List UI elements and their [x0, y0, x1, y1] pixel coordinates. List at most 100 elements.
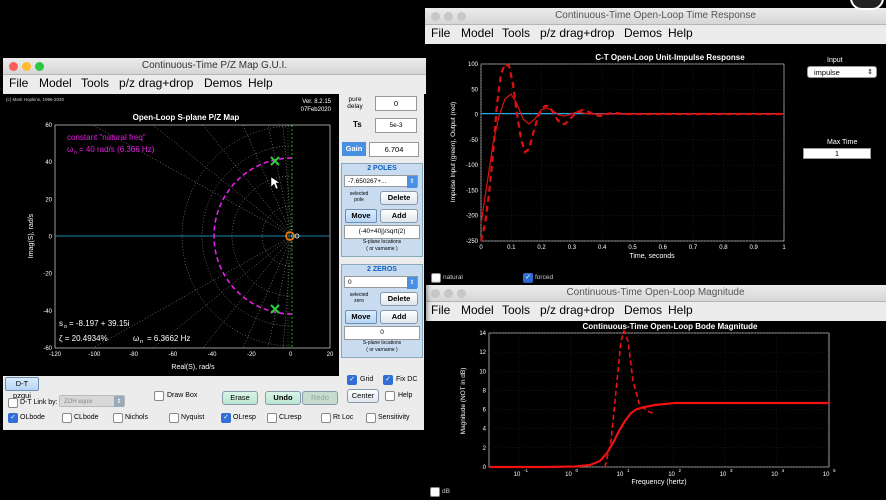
- zoom-button[interactable]: [457, 12, 466, 21]
- menu-model[interactable]: Model: [461, 303, 494, 317]
- x-tick-label: 0.6: [659, 245, 668, 251]
- input-select[interactable]: impulse ⇕: [807, 66, 877, 78]
- menu-model[interactable]: Model: [39, 76, 72, 90]
- poles-select[interactable]: -7.650267+... ⇕: [344, 175, 418, 188]
- pole-marker-lower[interactable]: [270, 304, 280, 314]
- close-button[interactable]: [9, 62, 18, 71]
- dt-link-checkbox[interactable]: [8, 398, 18, 408]
- magnitude-trace: [489, 401, 829, 469]
- menu-demos[interactable]: Demos: [204, 76, 243, 90]
- undo-button[interactable]: Undo: [265, 391, 301, 405]
- close-button[interactable]: [431, 12, 440, 21]
- menu-help[interactable]: Help: [668, 303, 693, 317]
- redo-button[interactable]: Redo: [302, 391, 338, 405]
- minimize-button[interactable]: [444, 12, 453, 21]
- help-checkbox[interactable]: [385, 391, 395, 401]
- menu-pz-drag-drop[interactable]: p/z drag+drop: [540, 26, 615, 40]
- menu-file[interactable]: File: [431, 303, 451, 317]
- pz-window-titlebar[interactable]: Continuous-Time P/Z Map G.U.I.: [3, 58, 426, 75]
- chevron-updown-icon: ⇕: [407, 176, 417, 188]
- menu-demos[interactable]: Demos: [624, 26, 663, 40]
- pole-marker-upper[interactable]: [270, 156, 280, 166]
- max-time-input[interactable]: 1: [803, 148, 871, 159]
- date-text: 07Feb2020: [301, 107, 332, 113]
- x-tick-exponent: 4: [782, 468, 785, 473]
- time-content: C-T Open-Loop Unit-Impulse Response 100 5…: [425, 44, 886, 290]
- draw-box-checkbox[interactable]: [154, 391, 164, 401]
- close-button[interactable]: [431, 289, 440, 298]
- y-tick-label: 6: [483, 408, 487, 414]
- menu-tools[interactable]: Tools: [502, 303, 531, 317]
- nyquist-checkbox[interactable]: [169, 413, 179, 423]
- zoom-button[interactable]: [457, 289, 466, 298]
- menu-model[interactable]: Model: [461, 26, 494, 40]
- pole-location-input[interactable]: (-40+40j)/sqrt(2): [344, 225, 420, 239]
- menu-pz-drag-drop[interactable]: p/z drag+drop: [119, 76, 194, 90]
- olbode-checkbox[interactable]: ✓: [8, 413, 18, 423]
- rtloc-checkbox[interactable]: [321, 413, 331, 423]
- zeros-select[interactable]: 0 ⇕: [344, 276, 418, 289]
- help-label: Help: [398, 392, 413, 399]
- forced-checkbox[interactable]: ✓: [523, 273, 533, 283]
- x-tick-label: 10: [720, 472, 727, 478]
- grid-checkbox[interactable]: ✓: [347, 375, 357, 385]
- delete-zero-button[interactable]: Delete: [380, 292, 418, 306]
- zoh-select[interactable]: ZOH equiv ⇕: [59, 395, 125, 407]
- y-tick-label: -100: [466, 163, 479, 169]
- center-button[interactable]: Center: [347, 389, 379, 403]
- dt-pzgui-button[interactable]: D-T pzgui: [5, 377, 39, 400]
- gain-input[interactable]: 6.704: [369, 142, 419, 157]
- zero-marker[interactable]: [285, 231, 295, 241]
- y-tick-label: -250: [466, 239, 479, 245]
- time-window-titlebar[interactable]: Continuous-Time Open-Loop Time Response: [425, 8, 886, 25]
- delete-pole-button[interactable]: Delete: [380, 191, 418, 205]
- add-pole-button[interactable]: Add: [380, 209, 418, 223]
- pole-splane-sub: ( or varname ): [366, 246, 398, 252]
- natural-label: natural: [443, 274, 463, 281]
- add-zero-button[interactable]: Add: [380, 310, 418, 324]
- wn-sub: n: [140, 339, 143, 345]
- move-zero-button[interactable]: Move: [345, 310, 377, 324]
- olresp-checkbox[interactable]: ✓: [221, 413, 231, 423]
- zero-marker-2[interactable]: [294, 233, 300, 239]
- menu-tools[interactable]: Tools: [81, 76, 110, 90]
- menu-file[interactable]: File: [431, 26, 451, 40]
- menu-help[interactable]: Help: [248, 76, 273, 90]
- x-tick-label: 10: [668, 472, 675, 478]
- clresp-checkbox[interactable]: [267, 413, 277, 423]
- dt-link-label: D-T Link by:: [20, 399, 58, 406]
- minimize-button[interactable]: [444, 289, 453, 298]
- x-tick-exponent: 1: [627, 468, 630, 473]
- x-axis-label: Frequency (hertz): [631, 479, 686, 486]
- y-axis-label: Magnitude (NOT in dB): [460, 368, 467, 435]
- natural-checkbox[interactable]: [431, 273, 441, 283]
- menu-demos[interactable]: Demos: [624, 303, 663, 317]
- bottom-controls: D-T pzgui D-T Link by: ZOH equiv ⇕ Draw …: [3, 376, 342, 430]
- clbode-checkbox[interactable]: [62, 413, 72, 423]
- pz-content: (c) Mark Hopkins, 1996-2020 Ver. 8.2.15 …: [3, 94, 426, 430]
- forced-label: forced: [535, 274, 554, 281]
- x-tick-label: 0.4: [598, 245, 607, 251]
- nyquist-label: Nyquist: [181, 414, 205, 421]
- y-tick-label: 2: [483, 446, 487, 452]
- rtloc-label: Rt Loc: [333, 414, 354, 421]
- db-checkbox[interactable]: [430, 487, 440, 497]
- sensitivity-checkbox[interactable]: [366, 413, 376, 423]
- menu-tools[interactable]: Tools: [502, 26, 531, 40]
- fix-dc-checkbox[interactable]: ✓: [383, 375, 393, 385]
- menu-help[interactable]: Help: [668, 26, 693, 40]
- pure-delay-input[interactable]: 0: [375, 96, 417, 111]
- zero-location-input[interactable]: 0: [344, 326, 420, 340]
- menu-file[interactable]: File: [9, 76, 29, 90]
- mag-window-titlebar[interactable]: Continuous-Time Open-Loop Magnitude: [425, 285, 886, 302]
- x-tick-label: 0.8: [719, 245, 728, 251]
- window-title: Continuous-Time P/Z Map G.U.I.: [141, 60, 288, 71]
- zoom-button[interactable]: [35, 62, 44, 71]
- nichols-checkbox[interactable]: [113, 413, 123, 423]
- minimize-button[interactable]: [22, 62, 31, 71]
- menu-pz-drag-drop[interactable]: p/z drag+drop: [540, 303, 615, 317]
- ts-input[interactable]: 5e-3: [375, 118, 417, 133]
- erase-button[interactable]: Erase: [222, 391, 258, 405]
- move-pole-button[interactable]: Move: [345, 209, 377, 223]
- menu-bar: File Model Tools p/z drag+drop Demos Hel…: [3, 75, 426, 94]
